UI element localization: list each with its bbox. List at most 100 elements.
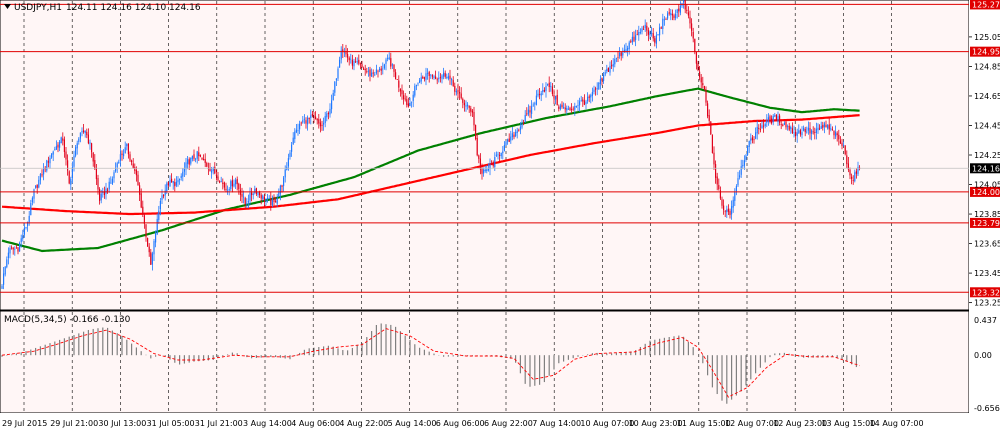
candle-body xyxy=(422,76,424,79)
candle-body xyxy=(734,192,736,201)
candle-body xyxy=(52,151,54,155)
candle-body xyxy=(427,73,429,74)
candle-body xyxy=(702,83,704,86)
candle-body xyxy=(51,153,53,158)
candle-body xyxy=(817,127,819,131)
candle-body xyxy=(158,210,160,220)
candle-body xyxy=(31,197,33,203)
candle-body xyxy=(131,160,133,163)
candle-body xyxy=(527,109,529,115)
candle-body xyxy=(571,109,573,110)
candle-body xyxy=(71,166,73,178)
candle-body xyxy=(307,117,309,125)
candle-body xyxy=(595,88,597,90)
x-tick-label: 31 Jul 21:00 xyxy=(195,419,243,428)
candle-body xyxy=(291,144,293,152)
candle-body xyxy=(337,68,339,79)
macd-panel[interactable] xyxy=(0,310,970,414)
candle-body xyxy=(452,80,454,86)
price-panel[interactable] xyxy=(0,0,970,311)
candle-body xyxy=(359,63,361,65)
x-tick-label: 29 Jul 2015 xyxy=(2,419,47,428)
macd-label: MACD(5,34,5) -0.166 -0.130 xyxy=(4,315,131,325)
candle-body xyxy=(225,188,227,191)
candle-body xyxy=(20,238,22,243)
candle-body xyxy=(707,103,709,117)
candle-body xyxy=(67,160,69,171)
candle-body xyxy=(811,130,813,134)
candle-body xyxy=(633,36,635,41)
candle-body xyxy=(22,235,24,239)
candle-body xyxy=(115,168,117,172)
candle-body xyxy=(825,124,827,128)
candle-body xyxy=(843,144,845,146)
candle-body xyxy=(166,183,168,192)
symbol-header[interactable]: USDJPY,H1 124.11 124.16 124.10 124.16 xyxy=(4,3,201,13)
candle-body xyxy=(6,259,8,268)
candle-body xyxy=(599,79,601,85)
candle-body xyxy=(159,200,161,210)
candle-body xyxy=(167,182,169,186)
candle-body xyxy=(473,112,475,126)
candle-body xyxy=(180,175,182,179)
candle-body xyxy=(847,163,849,170)
candle-body xyxy=(635,35,637,41)
candle-body xyxy=(81,131,83,133)
candle-body xyxy=(727,208,729,212)
candle-body xyxy=(204,159,206,163)
candle-body xyxy=(126,144,128,147)
x-tick-label: 30 Jul 13:00 xyxy=(98,419,146,428)
candle-body xyxy=(271,199,273,206)
candle-body xyxy=(267,197,269,199)
candle-body xyxy=(361,64,363,68)
dropdown-triangle-icon[interactable] xyxy=(4,4,11,9)
candle-body xyxy=(566,108,568,111)
price-scale[interactable] xyxy=(969,0,1000,431)
candle-body xyxy=(759,129,761,130)
candle-body xyxy=(268,198,270,200)
candle-body xyxy=(785,121,787,128)
candle-body xyxy=(689,16,691,24)
candle-body xyxy=(417,83,419,85)
candle-body xyxy=(100,193,102,201)
candle-body xyxy=(172,181,174,184)
candle-body xyxy=(447,76,449,79)
candle-body xyxy=(503,145,505,151)
candle-body xyxy=(308,118,310,119)
y-tick-label: 125.05 xyxy=(974,33,1000,42)
candle-body xyxy=(700,77,702,83)
candle-body xyxy=(259,191,261,196)
candle-body xyxy=(431,75,433,77)
candle-body xyxy=(713,152,715,165)
candle-body xyxy=(502,151,504,154)
candle-body xyxy=(121,153,123,156)
x-tick-label: 4 Aug 22:00 xyxy=(339,419,388,428)
candle-body xyxy=(671,13,673,16)
candle-body xyxy=(284,169,286,178)
candle-body xyxy=(523,122,525,124)
candle-body xyxy=(462,98,464,103)
candle-body xyxy=(625,49,627,52)
time-axis[interactable] xyxy=(0,413,969,431)
candle-body xyxy=(9,248,11,254)
candle-body xyxy=(492,163,494,166)
candle-body xyxy=(214,166,216,174)
candle-body xyxy=(846,155,848,165)
candle-body xyxy=(364,69,366,71)
candle-body xyxy=(799,130,801,135)
candle-body xyxy=(739,175,741,178)
candle-body xyxy=(723,205,725,210)
candle-body xyxy=(281,185,283,187)
candle-body xyxy=(276,198,278,204)
candle-body xyxy=(615,57,617,59)
ma-slow-line xyxy=(1,87,860,253)
candle-body xyxy=(668,12,670,14)
candle-body xyxy=(694,38,696,52)
candle-body xyxy=(79,132,81,139)
candle-body xyxy=(219,181,221,183)
candle-body xyxy=(547,84,549,86)
candle-body xyxy=(414,86,416,96)
y-tick-label: 123.45 xyxy=(974,269,1000,278)
candle-body xyxy=(345,51,347,55)
candle-body xyxy=(449,75,451,79)
